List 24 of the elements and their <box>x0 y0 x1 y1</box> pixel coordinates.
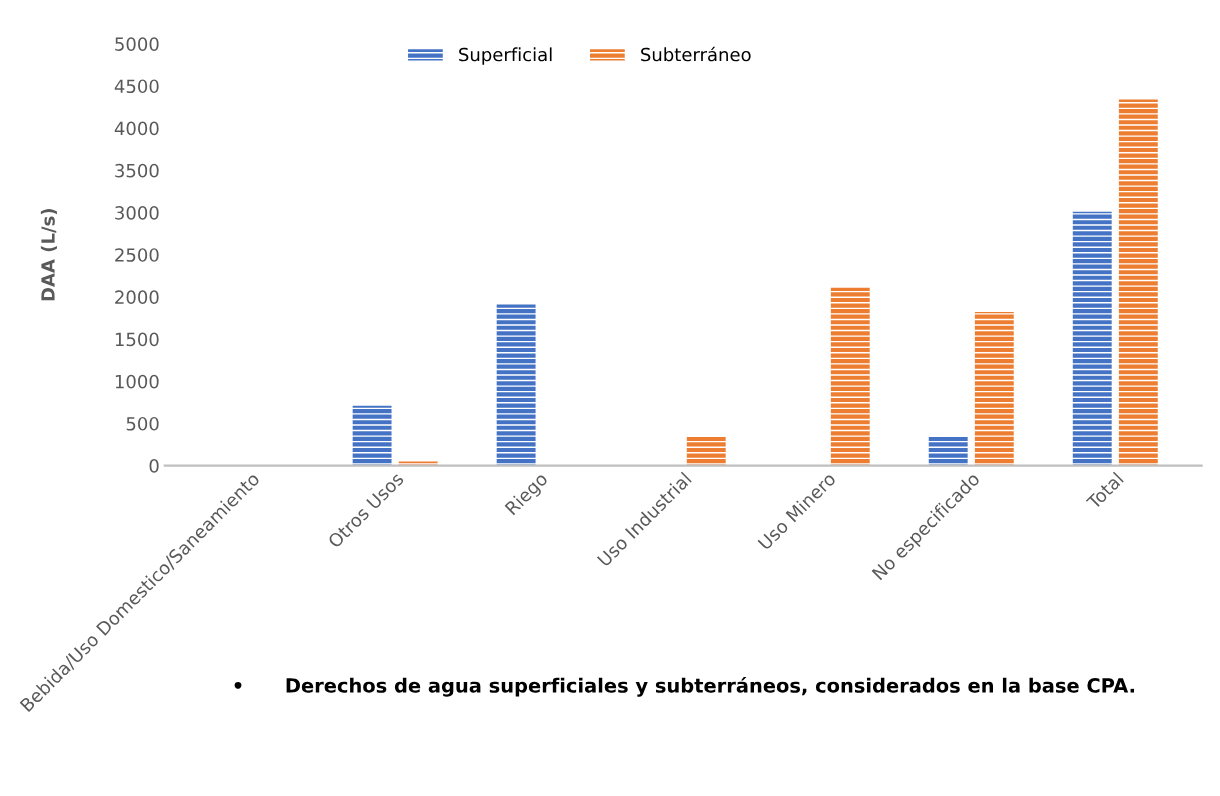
y-tick-label: 1000 <box>115 374 159 389</box>
legend-label: Subterráneo <box>641 46 751 62</box>
y-tick-label: 2000 <box>115 290 159 305</box>
y-tick-label: 1500 <box>115 332 159 347</box>
y-tick-label: 0 <box>149 459 159 473</box>
y-tick-label: 3000 <box>115 205 159 220</box>
bar <box>1072 211 1112 466</box>
y-tick-label: 3500 <box>115 163 159 178</box>
y-tick-label: 4000 <box>114 121 159 136</box>
y-tick-label: 5000 <box>115 37 159 51</box>
bar <box>398 461 438 466</box>
bar <box>974 312 1014 466</box>
y-axis-title: DAA (L/s) <box>40 208 57 301</box>
bar <box>1118 99 1158 466</box>
legend-label: Superficial <box>459 47 552 65</box>
bar <box>496 304 536 466</box>
bar <box>928 436 968 466</box>
bar <box>830 287 870 466</box>
y-tick-label: 500 <box>126 416 159 431</box>
y-tick-label: 4500 <box>114 79 159 94</box>
bar <box>352 405 392 466</box>
y-tick-label: 2500 <box>115 248 159 262</box>
bar <box>686 436 726 466</box>
text: • Derechos de agua superficiales y subterráneos, considerados en la base CPA. <box>234 676 1134 697</box>
